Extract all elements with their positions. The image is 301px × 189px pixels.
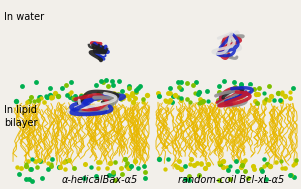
Text: In water: In water <box>4 12 44 22</box>
Text: random-coil Bcl-xL-α5: random-coil Bcl-xL-α5 <box>178 175 284 185</box>
Text: α-helicalBax-α5: α-helicalBax-α5 <box>62 175 138 185</box>
Text: In lipid
bilayer: In lipid bilayer <box>4 105 38 128</box>
